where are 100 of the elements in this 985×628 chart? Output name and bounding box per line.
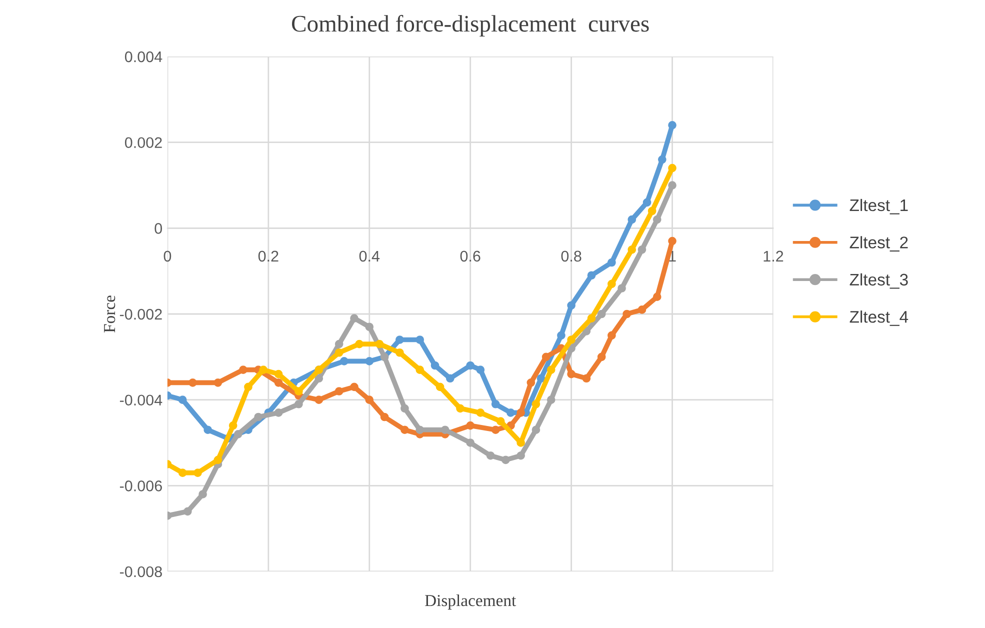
point: [365, 322, 374, 332]
point: [440, 426, 450, 434]
point: [365, 396, 374, 404]
point: [618, 284, 626, 292]
point: [491, 426, 500, 434]
x-tick-label: 0.8: [561, 250, 582, 262]
y-tick-label: -0.006: [120, 480, 162, 492]
legend-label: Zltest_4: [850, 310, 908, 326]
point: [194, 468, 202, 477]
point: [214, 456, 222, 464]
point: [239, 366, 248, 374]
point: [355, 340, 364, 348]
point: [668, 164, 676, 172]
y-tick-label: 0: [154, 223, 162, 234]
point: [597, 310, 606, 318]
point: [542, 352, 550, 362]
point: [506, 408, 515, 417]
y-tick-label: -0.008: [120, 566, 162, 578]
point: [608, 258, 616, 267]
point: [188, 378, 197, 387]
point: [178, 396, 187, 404]
legend-label: Zltest_1: [850, 198, 908, 214]
point: [658, 155, 666, 164]
point: [536, 374, 546, 383]
legend-label: Zltest_3: [850, 273, 908, 289]
point: [204, 426, 212, 434]
point: [476, 366, 485, 374]
point: [476, 408, 485, 417]
point: [380, 412, 389, 422]
point: [546, 366, 556, 374]
x-tick-label: 0.6: [460, 250, 480, 262]
point: [375, 340, 384, 348]
point: [638, 245, 646, 254]
point: [526, 378, 536, 387]
point: [491, 400, 500, 408]
point: [652, 292, 662, 301]
point: [416, 426, 424, 434]
point: [628, 215, 636, 224]
point: [587, 314, 596, 322]
y-tick-label: 0.002: [124, 137, 162, 148]
point: [608, 280, 616, 288]
point: [274, 378, 283, 387]
point: [496, 417, 505, 426]
point: [446, 374, 454, 383]
point: [466, 438, 475, 447]
point: [340, 357, 348, 366]
point: [234, 430, 242, 438]
point: [294, 387, 303, 396]
point: [350, 314, 358, 322]
x-axis-title: Displacement: [425, 594, 516, 610]
point: [334, 387, 344, 396]
point: [486, 451, 495, 460]
point: [622, 310, 631, 318]
point: [668, 236, 676, 246]
point: [557, 331, 566, 340]
point: [395, 336, 404, 344]
point: [652, 215, 662, 224]
y-tick-label: 0.004: [124, 51, 162, 62]
point: [334, 348, 344, 357]
point: [642, 198, 652, 207]
chart-title: Combined force-displacement curves: [292, 14, 649, 37]
point: [597, 352, 606, 362]
point: [587, 271, 596, 280]
point: [294, 400, 303, 408]
point: [516, 408, 525, 417]
point: [546, 396, 556, 404]
x-tick-label: 0: [164, 250, 172, 262]
point: [198, 490, 207, 498]
y-tick-label: -0.002: [120, 308, 162, 320]
point: [416, 366, 424, 374]
x-tick-label: 0.2: [258, 250, 278, 262]
point: [466, 421, 475, 430]
point: [274, 408, 283, 417]
point: [350, 382, 358, 392]
point: [532, 400, 540, 408]
point: [466, 361, 475, 370]
point: [582, 374, 591, 383]
point: [183, 507, 192, 516]
point: [456, 404, 464, 413]
point: [254, 412, 262, 422]
point: [628, 245, 636, 254]
point: [436, 382, 444, 392]
point: [365, 357, 374, 366]
point: [400, 404, 409, 413]
point: [638, 306, 646, 314]
point: [668, 121, 676, 130]
point: [516, 451, 525, 460]
point: [567, 301, 576, 310]
point: [314, 396, 324, 404]
point: [567, 370, 576, 378]
point: [416, 336, 424, 344]
point: [668, 181, 676, 190]
point: [259, 366, 268, 374]
point: [648, 206, 656, 216]
legend-label: Zltest_2: [850, 236, 908, 252]
point: [400, 426, 409, 434]
x-tick-label: 0.4: [359, 250, 380, 262]
point: [608, 331, 616, 340]
x-tick-label: 1.2: [764, 250, 784, 262]
point: [214, 378, 222, 387]
